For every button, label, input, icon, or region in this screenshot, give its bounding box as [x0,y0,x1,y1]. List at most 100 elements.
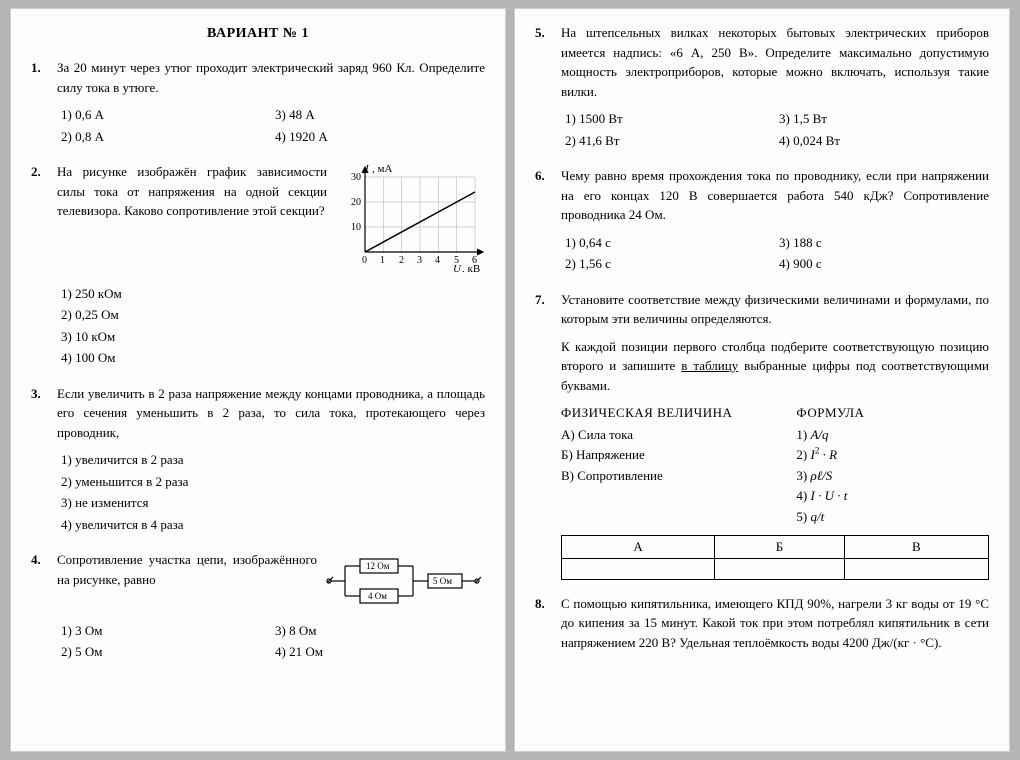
q1-opt2: 2) 0,8 А [57,127,271,147]
q5-opt3: 3) 1,5 Вт [775,109,989,129]
q2-number: 2. [31,162,57,370]
q3-body: Если увеличить в 2 раза напряжение между… [57,384,485,537]
svg-text:4 Ом: 4 Ом [368,591,387,601]
q2-body: На рисунке изображён график зависимости … [57,162,485,370]
q4-opt4: 4) 21 Ом [271,642,485,662]
q5-opt4: 4) 0,024 Вт [775,131,989,151]
q4-opt2: 2) 5 Ом [57,642,271,662]
svg-text:30: 30 [351,172,361,183]
q7-cell-a: А [562,536,715,559]
q3-opt1: 1) увеличится в 2 раза [57,450,485,470]
question-7: 7. Установите соответствие между физичес… [535,290,989,580]
q3-opt3: 3) не изменится [57,493,485,513]
question-8: 8. С помощью кипятильника, имеющего КПД … [535,594,989,661]
svg-text:U: U [453,263,462,272]
circuit-diagram-icon: 12 Ом 4 Ом 5 Ом [325,554,485,609]
svg-text:1: 1 [380,255,385,266]
q7-answer-table: А Б В [561,535,989,580]
q7-lc: В) Сопротивление [561,466,796,486]
q6-opt4: 4) 900 с [775,254,989,274]
q7-ans-a [562,558,715,579]
q7-body: Установите соответствие между физическим… [561,290,989,580]
svg-text:12 Ом: 12 Ом [366,561,390,571]
q1-number: 1. [31,58,57,148]
q4-number: 4. [31,550,57,664]
q5-options: 1) 1500 Вт 2) 41,6 Вт 3) 1,5 Вт 4) 0,024… [561,109,989,152]
q2-opt4: 4) 100 Ом [57,348,485,368]
q1-text: За 20 минут через утюг проходит электрич… [57,58,485,97]
q7-left-header: ФИЗИЧЕСКАЯ ВЕЛИЧИНА [561,403,796,423]
q7-ans-b [715,558,844,579]
q4-options: 1) 3 Ом 2) 5 Ом 3) 8 Ом 4) 21 Ом [57,621,485,664]
q4-opt1: 1) 3 Ом [57,621,271,641]
q1-body: За 20 минут через утюг проходит электрич… [57,58,485,148]
q5-opt1: 1) 1500 Вт [561,109,775,129]
q6-options: 1) 0,64 с 2) 1,56 с 3) 188 с 4) 900 с [561,233,989,276]
question-4: 4. Сопротивление участка цепи, изображён… [31,550,485,664]
q3-opt2: 2) уменьшится в 2 раза [57,472,485,492]
q5-body: На штепсельных вилках некоторых бытовых … [561,23,989,152]
q7-ans-c [844,558,988,579]
q2-text: На рисунке изображён график зависимости … [57,162,335,278]
left-column: ВАРИАНТ № 1 1. За 20 минут через утюг пр… [10,8,506,752]
q7-cell-c: В [844,536,988,559]
q2-opt1: 1) 250 кОм [57,284,485,304]
question-1: 1. За 20 минут через утюг проходит элект… [31,58,485,148]
q7-text2b: в таблицу [681,358,738,373]
q6-opt2: 2) 1,56 с [561,254,775,274]
q7-text1: Установите соответствие между физическим… [561,290,989,329]
q4-text: Сопротивление участка цепи, изображённог… [57,550,325,615]
q7-physical-quantities: ФИЗИЧЕСКАЯ ВЕЛИЧИНА А) Сила тока Б) Напр… [561,403,796,527]
q6-opt1: 1) 0,64 с [561,233,775,253]
q7-formulas: ФОРМУЛА 1) A/q 2) I2 · R 3) ρℓ/S 4) I · … [796,403,989,527]
q1-opt1: 1) 0,6 А [57,105,271,125]
q3-number: 3. [31,384,57,537]
svg-text:, кВ: , кВ [462,263,480,272]
question-2: 2. На рисунке изображён график зависимос… [31,162,485,370]
q2-options: 1) 250 кОм 2) 0,25 Ом 3) 10 кОм 4) 100 О… [57,284,485,368]
q8-text: С помощью кипятильника, имеющего КПД 90%… [561,594,989,653]
q7-r2: 2) I2 · R [796,445,989,465]
svg-text:20: 20 [351,197,361,208]
q4-circuit-diagram: 12 Ом 4 Ом 5 Ом [325,550,485,615]
q6-number: 6. [535,166,561,276]
q2-opt2: 2) 0,25 Ом [57,305,485,325]
q4-opt3: 3) 8 Ом [271,621,485,641]
q8-number: 8. [535,594,561,661]
q7-right-header: ФОРМУЛА [796,403,989,423]
q6-opt3: 3) 188 с [775,233,989,253]
q5-text: На штепсельных вилках некоторых бытовых … [561,23,989,101]
q6-text: Чему равно время прохождения тока по про… [561,166,989,225]
q2-chart: I, мА [335,162,485,278]
q7-r4: 4) I · U · t [796,486,989,506]
q7-cell-b: Б [715,536,844,559]
q6-body: Чему равно время прохождения тока по про… [561,166,989,276]
q1-opt3: 3) 48 А [271,105,485,125]
q7-number: 7. [535,290,561,580]
worksheet-page: ВАРИАНТ № 1 1. За 20 минут через утюг пр… [0,0,1020,760]
q7-text2: К каждой позиции первого столбца подбери… [561,337,989,396]
q3-opt4: 4) увеличится в 4 раза [57,515,485,535]
q7-la: А) Сила тока [561,425,796,445]
q2-opt3: 3) 10 кОм [57,327,485,347]
svg-text:5 Ом: 5 Ом [433,576,452,586]
svg-text:0: 0 [362,255,367,266]
svg-text:2: 2 [399,255,404,266]
right-column: 5. На штепсельных вилках некоторых бытов… [514,8,1010,752]
q3-text: Если увеличить в 2 раза напряжение между… [57,384,485,443]
variant-title: ВАРИАНТ № 1 [31,23,485,44]
svg-text:10: 10 [351,222,361,233]
q3-options: 1) увеличится в 2 раза 2) уменьшится в 2… [57,450,485,534]
svg-text:, мА: , мА [372,163,392,175]
q7-match: ФИЗИЧЕСКАЯ ВЕЛИЧИНА А) Сила тока Б) Напр… [561,403,989,527]
q7-r3: 3) ρℓ/S [796,466,989,486]
svg-text:3: 3 [417,255,422,266]
q1-opt4: 4) 1920 А [271,127,485,147]
question-3: 3. Если увеличить в 2 раза напряжение ме… [31,384,485,537]
q7-r5: 5) q/t [796,507,989,527]
q4-body: Сопротивление участка цепи, изображённог… [57,550,485,664]
q8-body: С помощью кипятильника, имеющего КПД 90%… [561,594,989,661]
question-6: 6. Чему равно время прохождения тока по … [535,166,989,276]
q5-opt2: 2) 41,6 Вт [561,131,775,151]
q5-number: 5. [535,23,561,152]
